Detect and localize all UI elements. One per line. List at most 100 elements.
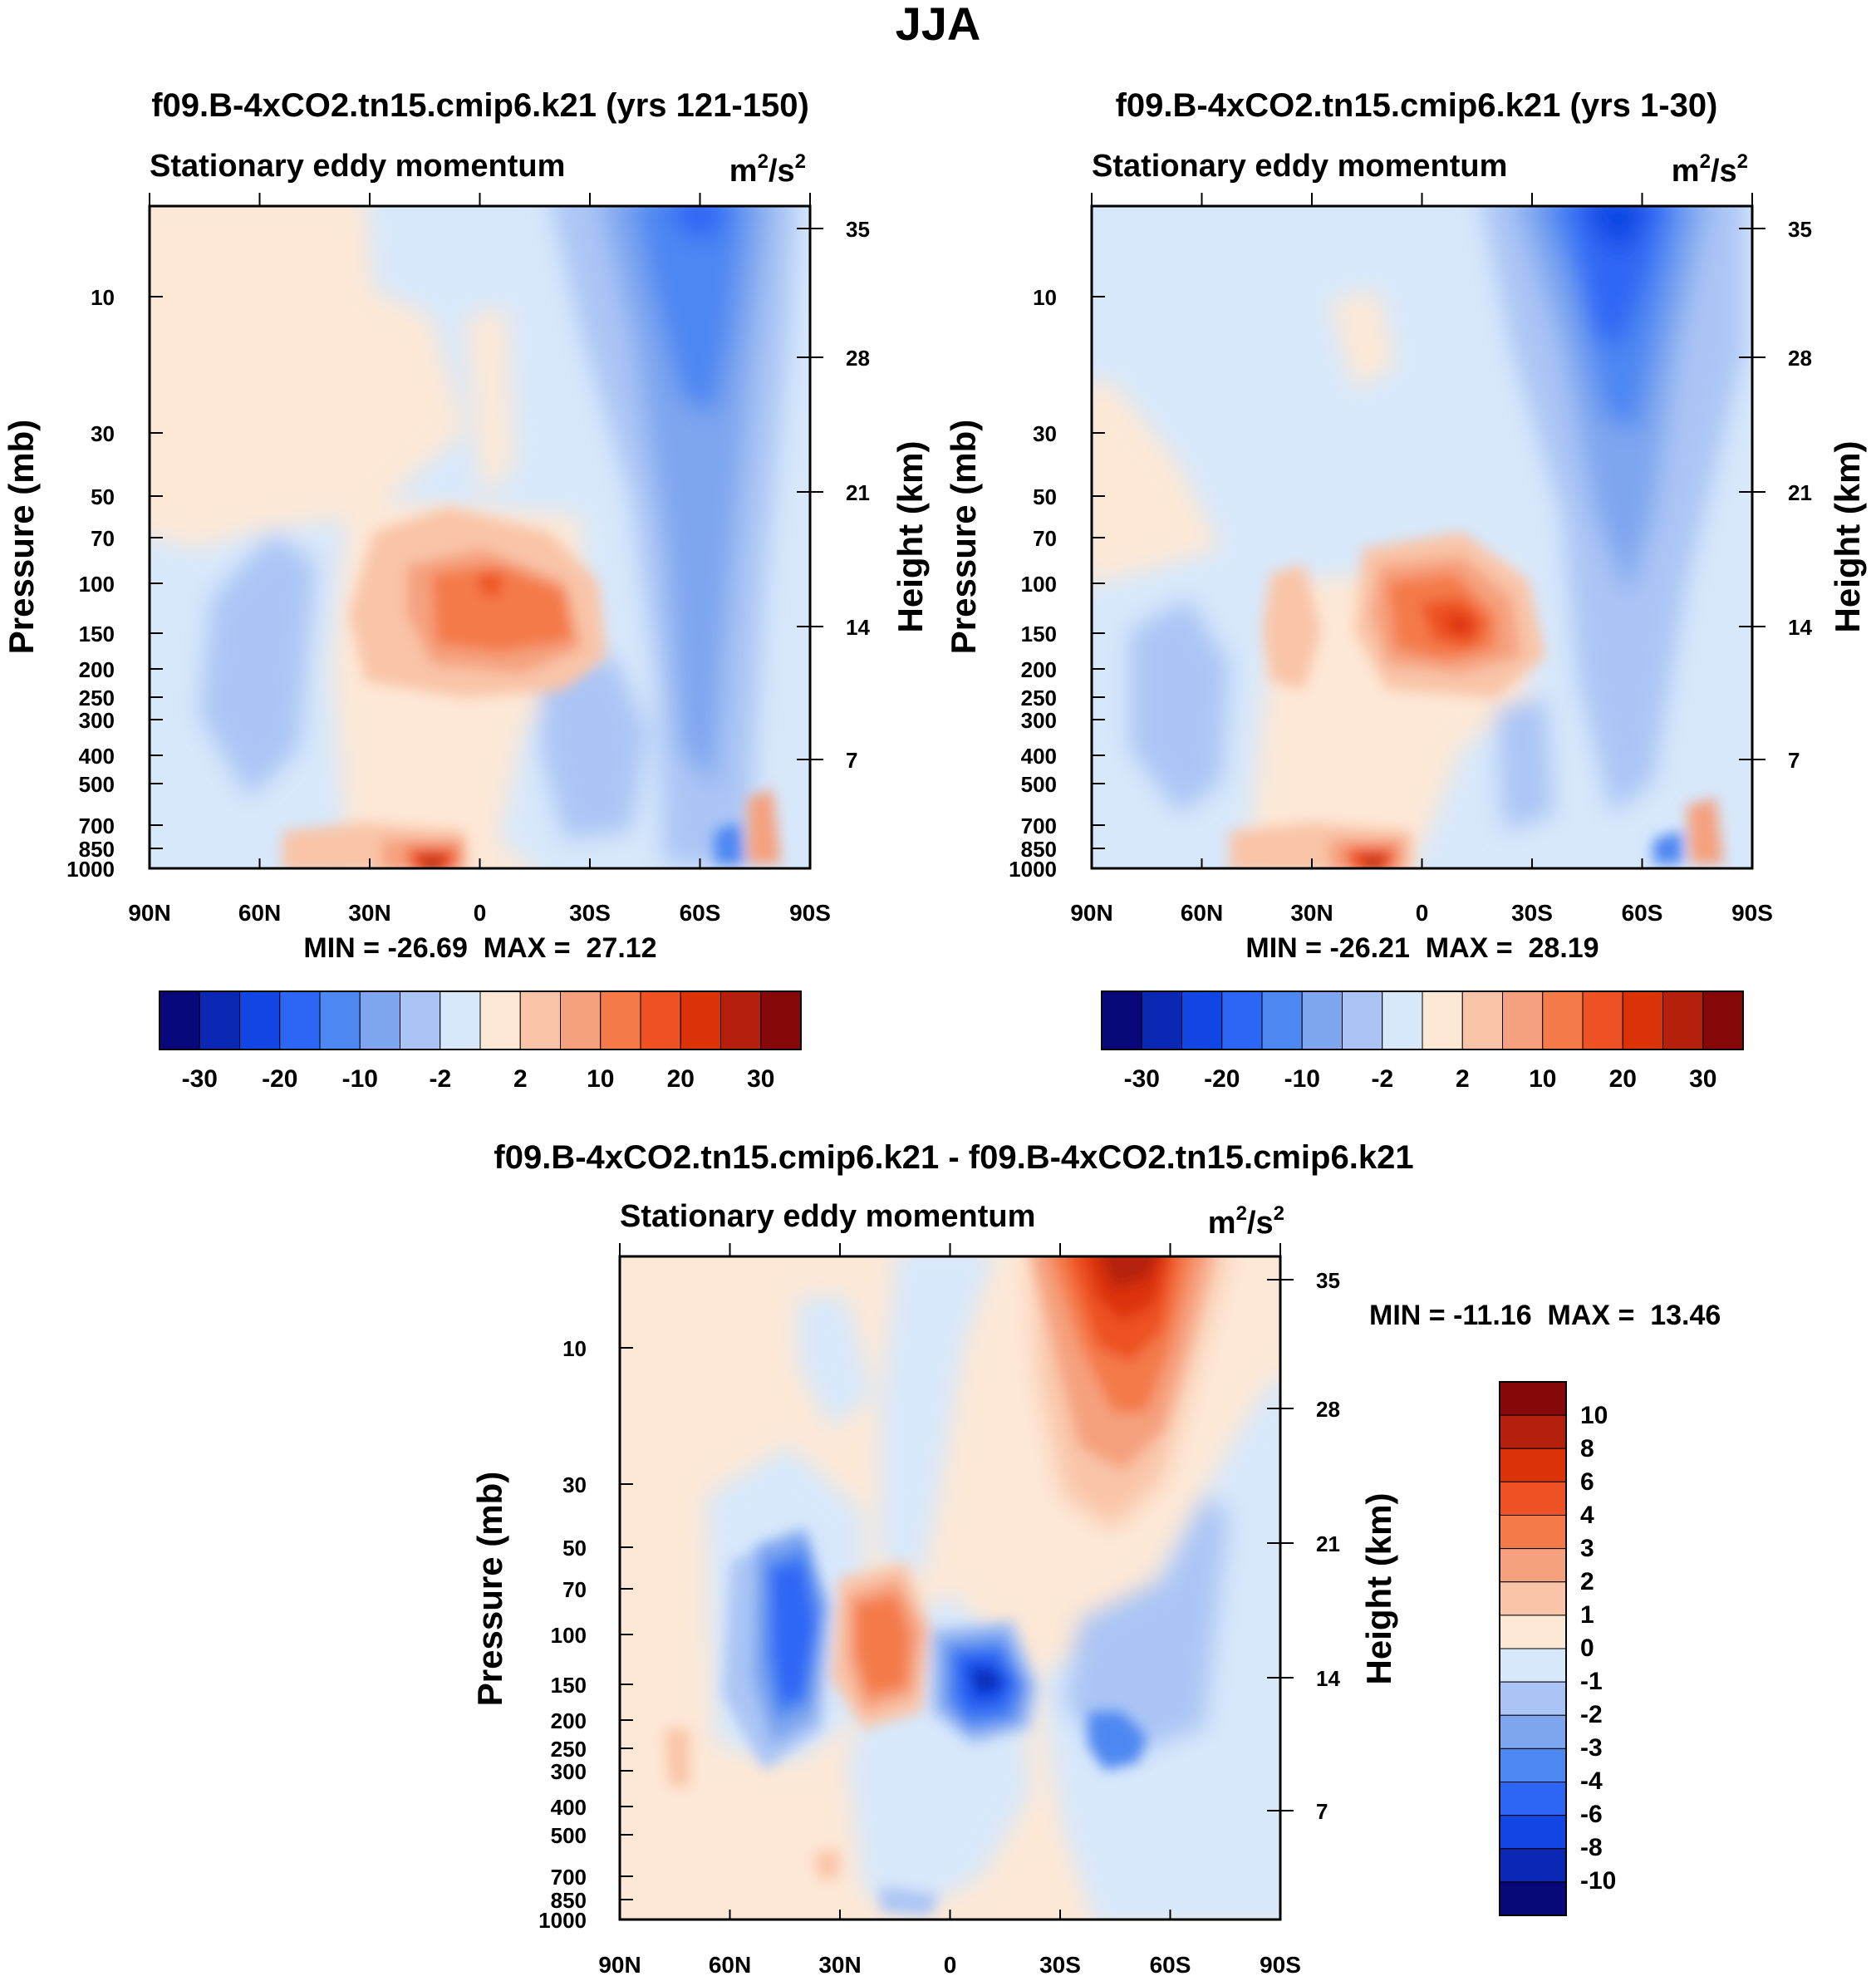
x-tick-label: 30N <box>1290 900 1333 926</box>
colorbar-swatch <box>1502 990 1544 1050</box>
height-tick-label: 35 <box>1316 1268 1340 1293</box>
colorbar-swatch <box>1499 1414 1567 1449</box>
colorbar-swatch <box>1702 990 1744 1050</box>
height-tick-label: 14 <box>1316 1666 1340 1691</box>
y-axis-label: Pressure (mb) <box>2 420 41 654</box>
pressure-tick-label: 500 <box>1021 772 1057 797</box>
colorbar-label: 10 <box>587 1065 614 1093</box>
panel-subtitle: Stationary eddy momentum <box>1092 149 1507 184</box>
colorbar-label: 30 <box>1689 1065 1716 1093</box>
colorbar-label: 20 <box>667 1065 695 1093</box>
pressure-tick-label: 30 <box>562 1472 587 1497</box>
colorbar-swatch <box>1499 1581 1567 1616</box>
y-axis-right-label: Height (km) <box>1359 1493 1398 1685</box>
colorbar-swatch <box>1499 1448 1567 1482</box>
colorbar-swatch <box>1342 990 1383 1050</box>
units-label: m2/s2 <box>1208 1202 1284 1241</box>
pressure-tick-label: 150 <box>1021 622 1057 646</box>
colorbar-label: -10 <box>1284 1065 1320 1093</box>
pressure-tick-label: 250 <box>1021 686 1057 710</box>
panel-subtitle: Stationary eddy momentum <box>620 1199 1035 1234</box>
colorbar-swatch <box>1499 1481 1567 1516</box>
colorbar-label: 10 <box>1580 1402 1608 1429</box>
colorbar-top-left: -30 -20 -10 -2 2 10 20 30 <box>159 990 802 1093</box>
x-tick-label: 30S <box>1039 1952 1081 1978</box>
pressure-tick-label: 400 <box>1021 744 1057 769</box>
colorbar-swatch <box>720 990 762 1050</box>
colorbar-swatch <box>1499 1515 1567 1550</box>
colorbar-swatch <box>440 990 481 1050</box>
colorbar-swatch <box>1101 990 1142 1050</box>
colorbar-swatch <box>1499 1681 1567 1716</box>
colorbar-label: 4 <box>1580 1502 1594 1529</box>
pressure-axis: 10 30 50 70 100 150 200 250 300 400 500 … <box>944 285 1105 882</box>
colorbar-label: 30 <box>747 1065 774 1093</box>
colorbar-swatch <box>1662 990 1704 1050</box>
colorbar-swatch <box>680 990 721 1050</box>
colorbar-top-right: -30 -20 -10 -2 2 10 20 30 <box>1101 990 1744 1093</box>
pressure-tick-label: 400 <box>551 1795 587 1820</box>
x-axis: 90N 60N 30N 0 30S 60S 90S <box>598 1243 1301 1978</box>
colorbar-label: 1 <box>1580 1601 1594 1629</box>
x-axis: 90N 60N 30N 0 30S 60S 90S <box>1070 193 1773 926</box>
colorbar-label: -1 <box>1580 1668 1603 1695</box>
colorbar-swatch <box>600 990 641 1050</box>
height-tick-label: 35 <box>1788 217 1812 242</box>
colorbar-label: -20 <box>1204 1065 1240 1093</box>
pressure-tick-label: 300 <box>1021 708 1057 733</box>
colorbar-label: 6 <box>1580 1468 1594 1496</box>
colorbar-swatch <box>1181 990 1223 1050</box>
colorbar-swatch <box>560 990 602 1050</box>
colorbar-swatch <box>1422 990 1463 1050</box>
height-axis: 35 28 21 14 7 Height (km) <box>1739 217 1867 773</box>
pressure-tick-label: 50 <box>91 484 115 509</box>
colorbar-label: 3 <box>1580 1535 1594 1562</box>
x-tick-label: 0 <box>474 900 487 926</box>
pressure-tick-label: 150 <box>551 1673 587 1698</box>
x-tick-label: 30S <box>1511 900 1553 926</box>
pressure-tick-label: 1000 <box>66 857 115 882</box>
contour-field <box>1092 206 1752 868</box>
x-tick-label: 0 <box>1416 900 1429 926</box>
pressure-tick-label: 700 <box>1021 814 1057 838</box>
min-max-stats: MIN = -26.69 MAX = 27.12 <box>303 932 656 964</box>
pressure-tick-label: 500 <box>79 772 115 797</box>
colorbar-swatch <box>1499 1848 1567 1883</box>
x-tick-label: 90N <box>598 1952 641 1978</box>
pressure-tick-label: 50 <box>562 1536 587 1561</box>
x-tick-label: 90S <box>789 900 831 926</box>
colorbar-label: 10 <box>1529 1065 1556 1093</box>
pressure-tick-label: 10 <box>1033 285 1057 310</box>
colorbar-swatch <box>319 990 361 1050</box>
colorbar-swatch <box>760 990 802 1050</box>
x-tick-label: 60S <box>1622 900 1663 926</box>
colorbar-label: -6 <box>1580 1801 1603 1828</box>
x-tick-label: 60N <box>709 1952 751 1978</box>
panel-subtitle: Stationary eddy momentum <box>150 149 565 184</box>
colorbar-label: -30 <box>182 1065 218 1093</box>
pressure-tick-label: 50 <box>1033 484 1057 509</box>
pressure-tick-label: 1000 <box>538 1908 587 1933</box>
colorbar-swatch <box>400 990 441 1050</box>
x-tick-label: 90S <box>1260 1952 1301 1978</box>
pressure-tick-label: 400 <box>79 744 115 769</box>
colorbar-swatch <box>1622 990 1663 1050</box>
colorbar-label: -2 <box>1371 1065 1393 1093</box>
x-tick-label: 90S <box>1731 900 1773 926</box>
pressure-axis: 10 30 50 70 100 150 200 250 300 400 500 … <box>2 285 163 882</box>
pressure-tick-label: 200 <box>79 657 115 682</box>
y-axis-label: Pressure (mb) <box>470 1472 509 1706</box>
colorbar-label: -10 <box>1580 1867 1616 1895</box>
x-tick-label: 60N <box>1181 900 1223 926</box>
colorbar-swatch <box>159 990 200 1050</box>
pressure-tick-label: 100 <box>1021 572 1057 597</box>
colorbar-swatch <box>1499 1615 1567 1649</box>
colorbar-swatch <box>1261 990 1303 1050</box>
pressure-tick-label: 850 <box>551 1888 587 1913</box>
height-tick-label: 7 <box>1316 1799 1328 1824</box>
pressure-tick-label: 100 <box>79 572 115 597</box>
pressure-tick-label: 70 <box>91 526 115 551</box>
y-axis-right-label: Height (km) <box>1828 441 1867 633</box>
panel-title: f09.B-4xCO2.tn15.cmip6.k21 (yrs 1-30) <box>1116 87 1718 124</box>
colorbar-swatches <box>1101 990 1744 1050</box>
